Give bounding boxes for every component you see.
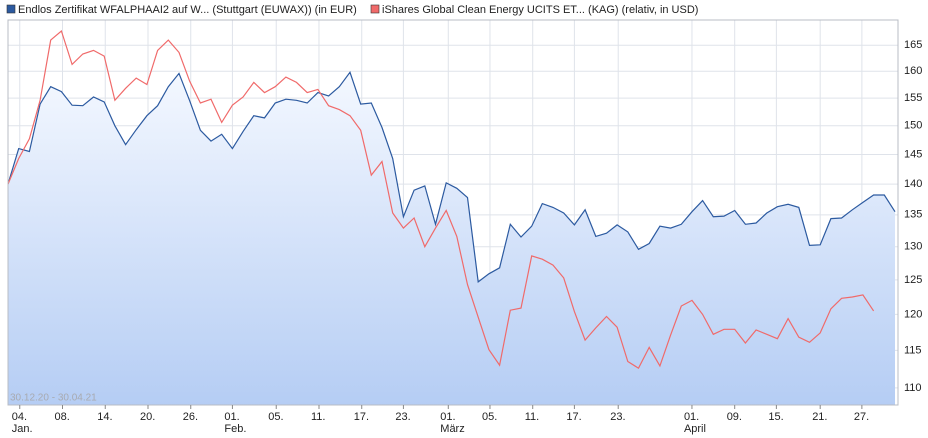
y-tick-label: 125 bbox=[904, 274, 922, 286]
y-tick-label: 115 bbox=[904, 344, 922, 356]
y-tick-label: 135 bbox=[904, 209, 922, 221]
y-tick-label: 165 bbox=[904, 39, 922, 51]
x-tick-label: 01. bbox=[224, 411, 239, 423]
x-tick-label: 04. bbox=[12, 411, 27, 423]
x-tick-label: 05. bbox=[482, 411, 497, 423]
y-tick-label: 150 bbox=[904, 120, 922, 132]
legend-label: iShares Global Clean Energy UCITS ET... … bbox=[382, 4, 698, 16]
x-tick-label: 05. bbox=[268, 411, 283, 423]
x-tick-sublabel: April bbox=[684, 423, 706, 435]
line bbox=[7, 71, 896, 284]
x-tick-label: 27. bbox=[854, 411, 869, 423]
y-tick-label: 155 bbox=[904, 92, 922, 104]
x-tick-label: 08. bbox=[55, 411, 70, 423]
line bbox=[7, 29, 875, 370]
y-tick-label: 130 bbox=[904, 241, 922, 253]
legend-swatch bbox=[370, 4, 380, 14]
x-tick-label: 09. bbox=[727, 411, 742, 423]
x-tick-sublabel: Feb. bbox=[224, 423, 246, 435]
x-tick-label: 01. bbox=[440, 411, 455, 423]
x-tick-label: 20. bbox=[140, 411, 155, 423]
y-tick-label: 140 bbox=[904, 178, 922, 190]
x-tick-sublabel: Jan. bbox=[12, 423, 33, 435]
x-tick-label: 23. bbox=[395, 411, 410, 423]
y-tick-label: 120 bbox=[904, 308, 922, 320]
x-tick-label: 17. bbox=[354, 411, 369, 423]
plot-frame bbox=[7, 19, 899, 406]
legend-swatch bbox=[6, 4, 16, 14]
x-tick-sublabel: März bbox=[440, 423, 464, 435]
x-tick-label: 26. bbox=[183, 411, 198, 423]
range-label: 30.12.20 - 30.04.21 bbox=[10, 393, 97, 404]
x-tick-label: 14. bbox=[97, 411, 112, 423]
x-tick-label: 21. bbox=[812, 411, 827, 423]
x-tick-label: 11. bbox=[311, 411, 325, 423]
x-tick-label: 17. bbox=[566, 411, 581, 423]
y-tick-label: 110 bbox=[904, 382, 922, 394]
area bbox=[8, 72, 895, 406]
x-tick-label: 23. bbox=[610, 411, 625, 423]
y-tick-label: 145 bbox=[904, 148, 922, 160]
x-tick-label: 01. bbox=[684, 411, 699, 423]
x-tick-label: 11. bbox=[525, 411, 539, 423]
legend: Endlos Zertifikat WFALPHAAI2 auf W... (S… bbox=[6, 4, 698, 16]
y-tick-label: 160 bbox=[904, 65, 922, 77]
x-tick-label: 15. bbox=[768, 411, 783, 423]
legend-label: Endlos Zertifikat WFALPHAAI2 auf W... (S… bbox=[18, 4, 357, 16]
